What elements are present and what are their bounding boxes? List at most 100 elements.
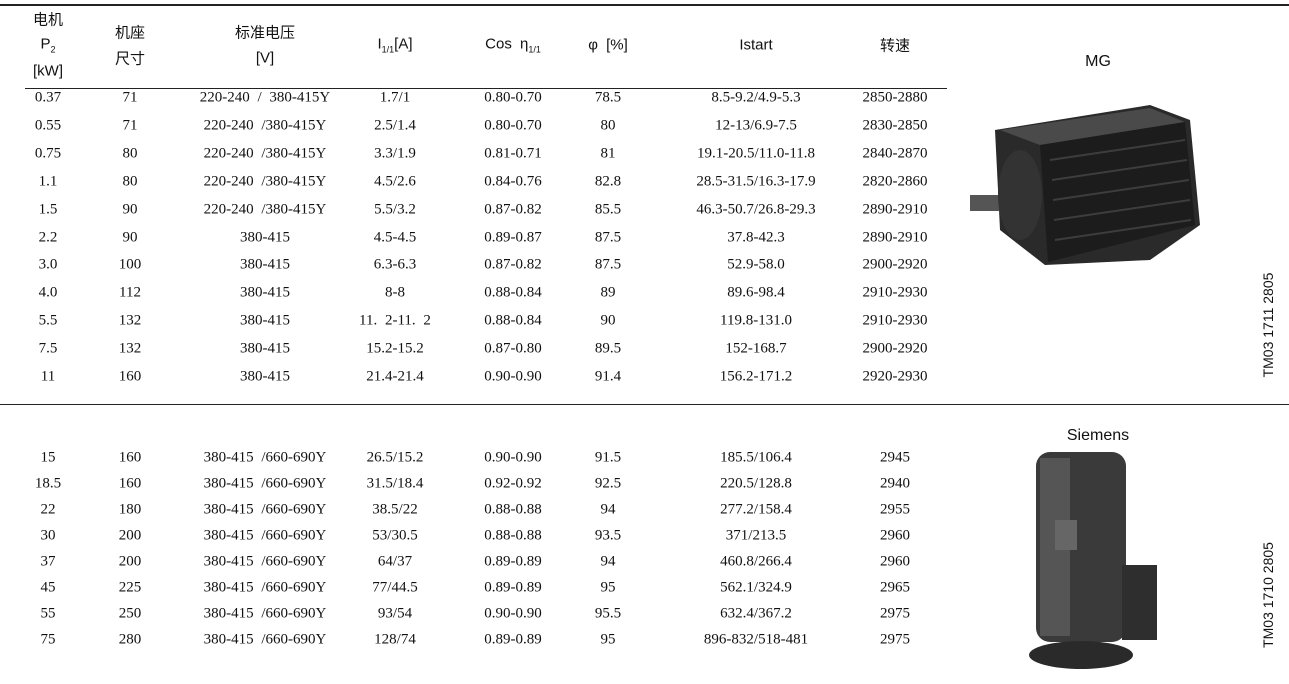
header-cell: Istart [739,37,772,54]
table-cell: 81 [600,145,616,162]
table-cell: 119.8-131.0 [720,312,792,329]
table-cell: 0.80-0.70 [484,89,542,106]
table-cell: 94 [600,553,616,570]
picture-code: TM03 1710 2805 [1260,542,1276,648]
table-cell: 80 [600,117,616,134]
header-text: 转速 [879,37,911,55]
header-cell: [kW] [33,63,63,80]
table-cell: 71 [122,117,138,134]
table-cell: 12-13/6.9-7.5 [715,117,797,134]
table-cell: 2955 [880,501,910,518]
table-cell: 0.80-0.70 [484,117,542,134]
table-cell: 53/30.5 [372,527,418,544]
table-cell: 2975 [880,605,910,622]
table-cell: 89.5 [594,340,622,357]
table-cell: 380-415 /660-690Y [203,579,327,596]
table-cell: 380-415 /660-690Y [203,449,327,466]
table-cell: 220-240 /380-415Y [203,145,327,162]
header-text: 尺寸 [114,50,146,68]
table-cell: 2820-2860 [862,173,928,190]
table-cell: 87.5 [594,256,622,273]
table-cell: 45 [40,579,56,596]
table-cell: 0.90-0.90 [484,449,542,466]
table-cell: 11. 2-11. 2 [359,312,431,329]
table-cell: 0.88-0.84 [484,284,542,301]
table-cell: 0.90-0.90 [484,605,542,622]
table-cell: 220-240 /380-415Y [203,173,327,190]
table-cell: 80 [122,173,138,190]
table-cell: 2850-2880 [862,89,928,106]
table-cell: 2945 [880,449,910,466]
table-cell: 0.87-0.82 [484,201,542,218]
table-cell: 2920-2930 [862,368,928,385]
table-cell: 277.2/158.4 [720,501,792,518]
table-cell: 95 [600,579,616,596]
siemens-motor [1029,452,1157,669]
table-cell: 7.5 [38,340,58,357]
table-cell: 94 [600,501,616,518]
top-rule [0,4,1289,6]
table-cell: 0.55 [34,117,62,134]
table-cell: 31.5/18.4 [366,475,424,492]
table-cell: 4.5-4.5 [373,229,417,245]
table-cell: 55 [40,605,56,622]
table-cell: 380-415 [240,312,290,329]
table-cell: 5.5/3.2 [374,201,416,218]
header-text: Cos η [485,35,529,53]
table-cell: 220-240 /380-415Y [203,117,327,134]
header-subscript: 1/1 [381,44,395,55]
table-cell: 82.8 [594,173,622,190]
header-cell: Cos η1/1 [485,36,541,55]
table-cell: 2.5/1.4 [374,117,416,134]
table-cell: 90 [122,229,138,245]
table-cell: 91.5 [594,449,622,466]
table-cell: 0.84-0.76 [484,173,542,190]
table-cell: 380-415 /660-690Y [203,527,327,544]
header-cell: [V] [256,50,274,67]
table-cell: 2890-2910 [862,229,928,245]
header-text: P [40,35,51,53]
table-cell: 8.5-9.2/4.9-5.3 [711,89,801,106]
table-cell: 26.5/15.2 [366,449,424,466]
table-cell: 4.5/2.6 [374,173,416,190]
table-cell: 85.5 [594,201,622,218]
header-cell: φ [%] [588,37,628,54]
table-cell: 2960 [880,553,910,570]
table-cell: 6.3-6.3 [373,256,417,273]
table-cell: 5.5 [38,312,58,329]
table-cell: 3.0 [38,256,58,273]
table-cell: 380-415 /660-690Y [203,501,327,518]
table-cell: 0.87-0.80 [484,340,542,357]
header-cell: 机座 [115,22,145,43]
table-cell: 11 [40,368,56,385]
section-rule [0,404,1289,405]
table-cell: 2965 [880,579,910,596]
table-cell: 15 [40,449,56,466]
table-cell: 37.8-42.3 [727,229,785,245]
table-cell: 1.1 [38,173,58,190]
table-cell: 160 [118,368,142,385]
table-cell: 2900-2920 [862,340,928,357]
table-cell: 160 [118,449,142,466]
table-cell: 3.3/1.9 [374,145,416,162]
table-cell: 64/37 [377,553,413,570]
table-cell: 93.5 [594,527,622,544]
table-cell: 225 [118,579,142,596]
table-cell: 77/44.5 [372,579,418,596]
table-cell: 78.5 [594,89,622,106]
table-cell: 28.5-31.5/16.3-17.9 [696,173,816,190]
table-cell: 132 [118,312,142,329]
header-text: 电机 [32,11,64,29]
table-cell: 75 [40,631,56,648]
header-text: 机座 [114,24,146,42]
table-cell: 2910-2930 [862,284,928,301]
table-cell: 89.6-98.4 [727,284,785,301]
table-cell: 0.92-0.92 [484,475,542,492]
table-cell: 95 [600,631,616,648]
table-cell: 80 [122,145,138,162]
table-cell: 87.5 [594,229,622,245]
header-text: Istart [739,36,773,54]
table-cell: 220-240 / 380-415Y [199,89,331,106]
table-cell: 180 [118,501,142,518]
